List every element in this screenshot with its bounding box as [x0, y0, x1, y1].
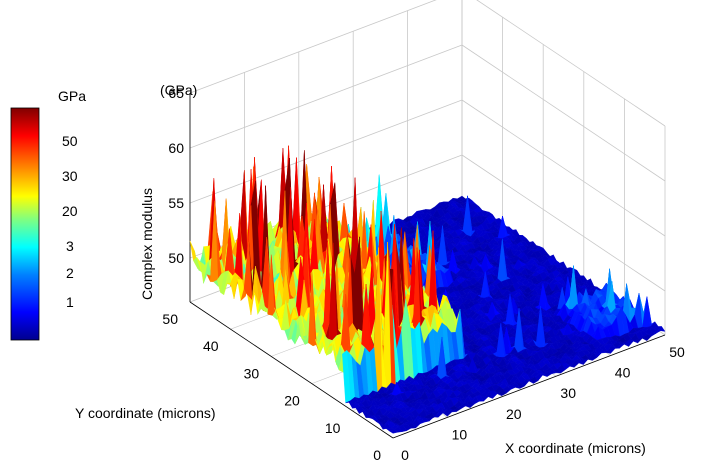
grid-line-z-right — [461, 44, 666, 182]
y-axis-label: Y coordinate (microns) — [75, 405, 216, 421]
z-tick-label: 60 — [168, 140, 184, 156]
axis-ticks: 0 10 20 30 40 50 0 10 20 30 40 50 50 55 60 65 — [162, 85, 685, 463]
y-tick-label: 10 — [325, 420, 341, 436]
grid-line-z-right — [461, 99, 666, 237]
grid-line-z-right — [461, 154, 666, 292]
z-tick-label: 55 — [168, 195, 184, 211]
y-tick-label: 0 — [373, 447, 381, 463]
grid-line-z-left — [189, 99, 463, 204]
y-axis-line — [189, 301, 394, 439]
z-axis-label: Complex modulus — [139, 188, 155, 300]
y-tick-label: 40 — [203, 338, 219, 354]
x-tick-label: 0 — [401, 447, 409, 463]
z-tick-label: 50 — [168, 250, 184, 266]
x-tick-label: 10 — [452, 426, 468, 442]
x-tick-label: 20 — [506, 406, 522, 422]
grid-line-z-left — [189, 154, 463, 259]
y-tick-label: 20 — [284, 393, 300, 409]
colorbar-gradient — [10, 107, 40, 341]
x-axis-label: X coordinate (microns) — [505, 440, 646, 456]
colorbar-label-2: 2 — [66, 265, 74, 281]
colorbar-title: GPa — [58, 88, 86, 104]
x-tick-label: 50 — [669, 344, 685, 360]
colorbar-label-30: 30 — [62, 168, 78, 184]
grid-line-z-right — [476, 0, 666, 127]
x-tick-label: 30 — [560, 385, 576, 401]
x-tick-label: 40 — [615, 365, 631, 381]
grid-line-z-left — [189, 0, 437, 94]
surface-cell — [389, 428, 398, 434]
z-axis-unit: (GPa) — [160, 82, 197, 98]
colorbar-label-50: 50 — [62, 133, 78, 149]
x-axis-line — [392, 334, 666, 439]
grid-line-z-left — [189, 44, 463, 149]
surface-mesh — [189, 145, 666, 434]
colorbar-label-20: 20 — [62, 203, 78, 219]
z-tick-label: 65 — [168, 85, 184, 101]
colorbar: GPa 50 30 20 3 2 1 — [10, 88, 86, 341]
y-tick-label: 50 — [162, 311, 178, 327]
colorbar-label-3: 3 — [66, 238, 74, 254]
colorbar-label-1: 1 — [66, 294, 74, 310]
y-tick-label: 30 — [244, 365, 260, 381]
